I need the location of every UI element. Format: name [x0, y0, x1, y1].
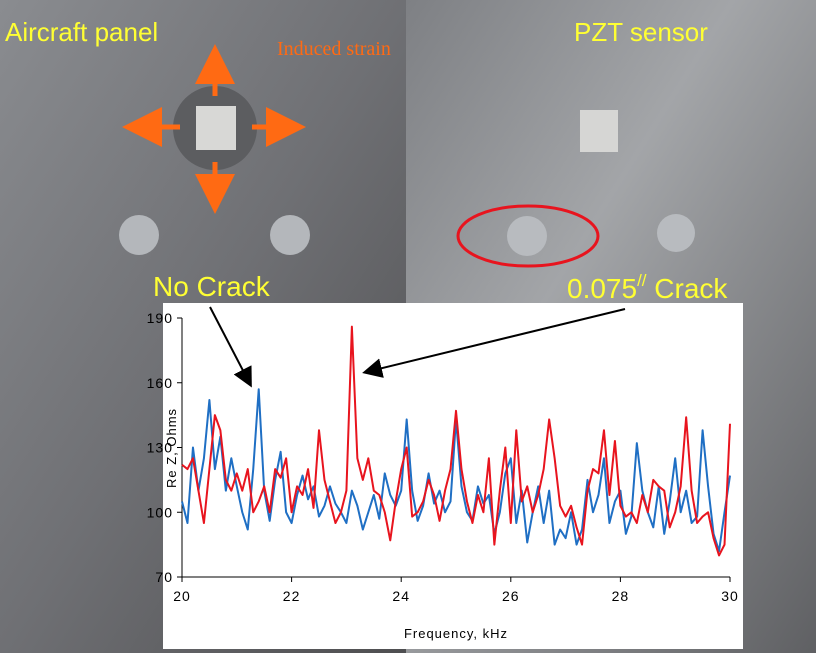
data-line [181, 325, 731, 557]
annotation-arrow [209, 306, 252, 388]
annotation-text: 0.075 [567, 273, 637, 304]
x-tick-label: 26 [502, 588, 520, 604]
crack-highlight [456, 204, 600, 268]
y-axis-label: Re Z, Ohms [164, 408, 179, 488]
rivet [270, 215, 310, 255]
photo-label: PZT sensor [574, 17, 708, 47]
annotation: No Crack [153, 271, 271, 302]
pzt-sensor [580, 110, 618, 152]
annotation-superscript: // [637, 271, 647, 290]
x-tick-label: 30 [721, 588, 739, 604]
y-tick-label: 160 [147, 375, 173, 391]
x-tick-label: 24 [392, 588, 410, 604]
x-tick-label: 20 [173, 588, 191, 604]
y-tick-label: 130 [147, 440, 173, 456]
strain-arrows [122, 44, 306, 214]
x-tick-label: 28 [612, 588, 630, 604]
strain-label: Induced strain [277, 38, 391, 60]
photo-label: Aircraft panel [5, 17, 158, 47]
pzt-sensor [196, 106, 236, 150]
annotation-suffix: Crack [647, 273, 729, 304]
y-tick-label: 70 [155, 569, 173, 585]
y-tick-label: 100 [147, 504, 173, 520]
rivet [507, 216, 547, 256]
annotation: 0.075// Crack [567, 271, 728, 304]
annotation-arrow [362, 308, 626, 378]
x-axis-label: Frequency, kHz [404, 626, 508, 641]
rivet [657, 214, 695, 252]
rivet [119, 215, 159, 255]
y-tick-label: 190 [147, 310, 173, 326]
x-tick-label: 22 [283, 588, 301, 604]
